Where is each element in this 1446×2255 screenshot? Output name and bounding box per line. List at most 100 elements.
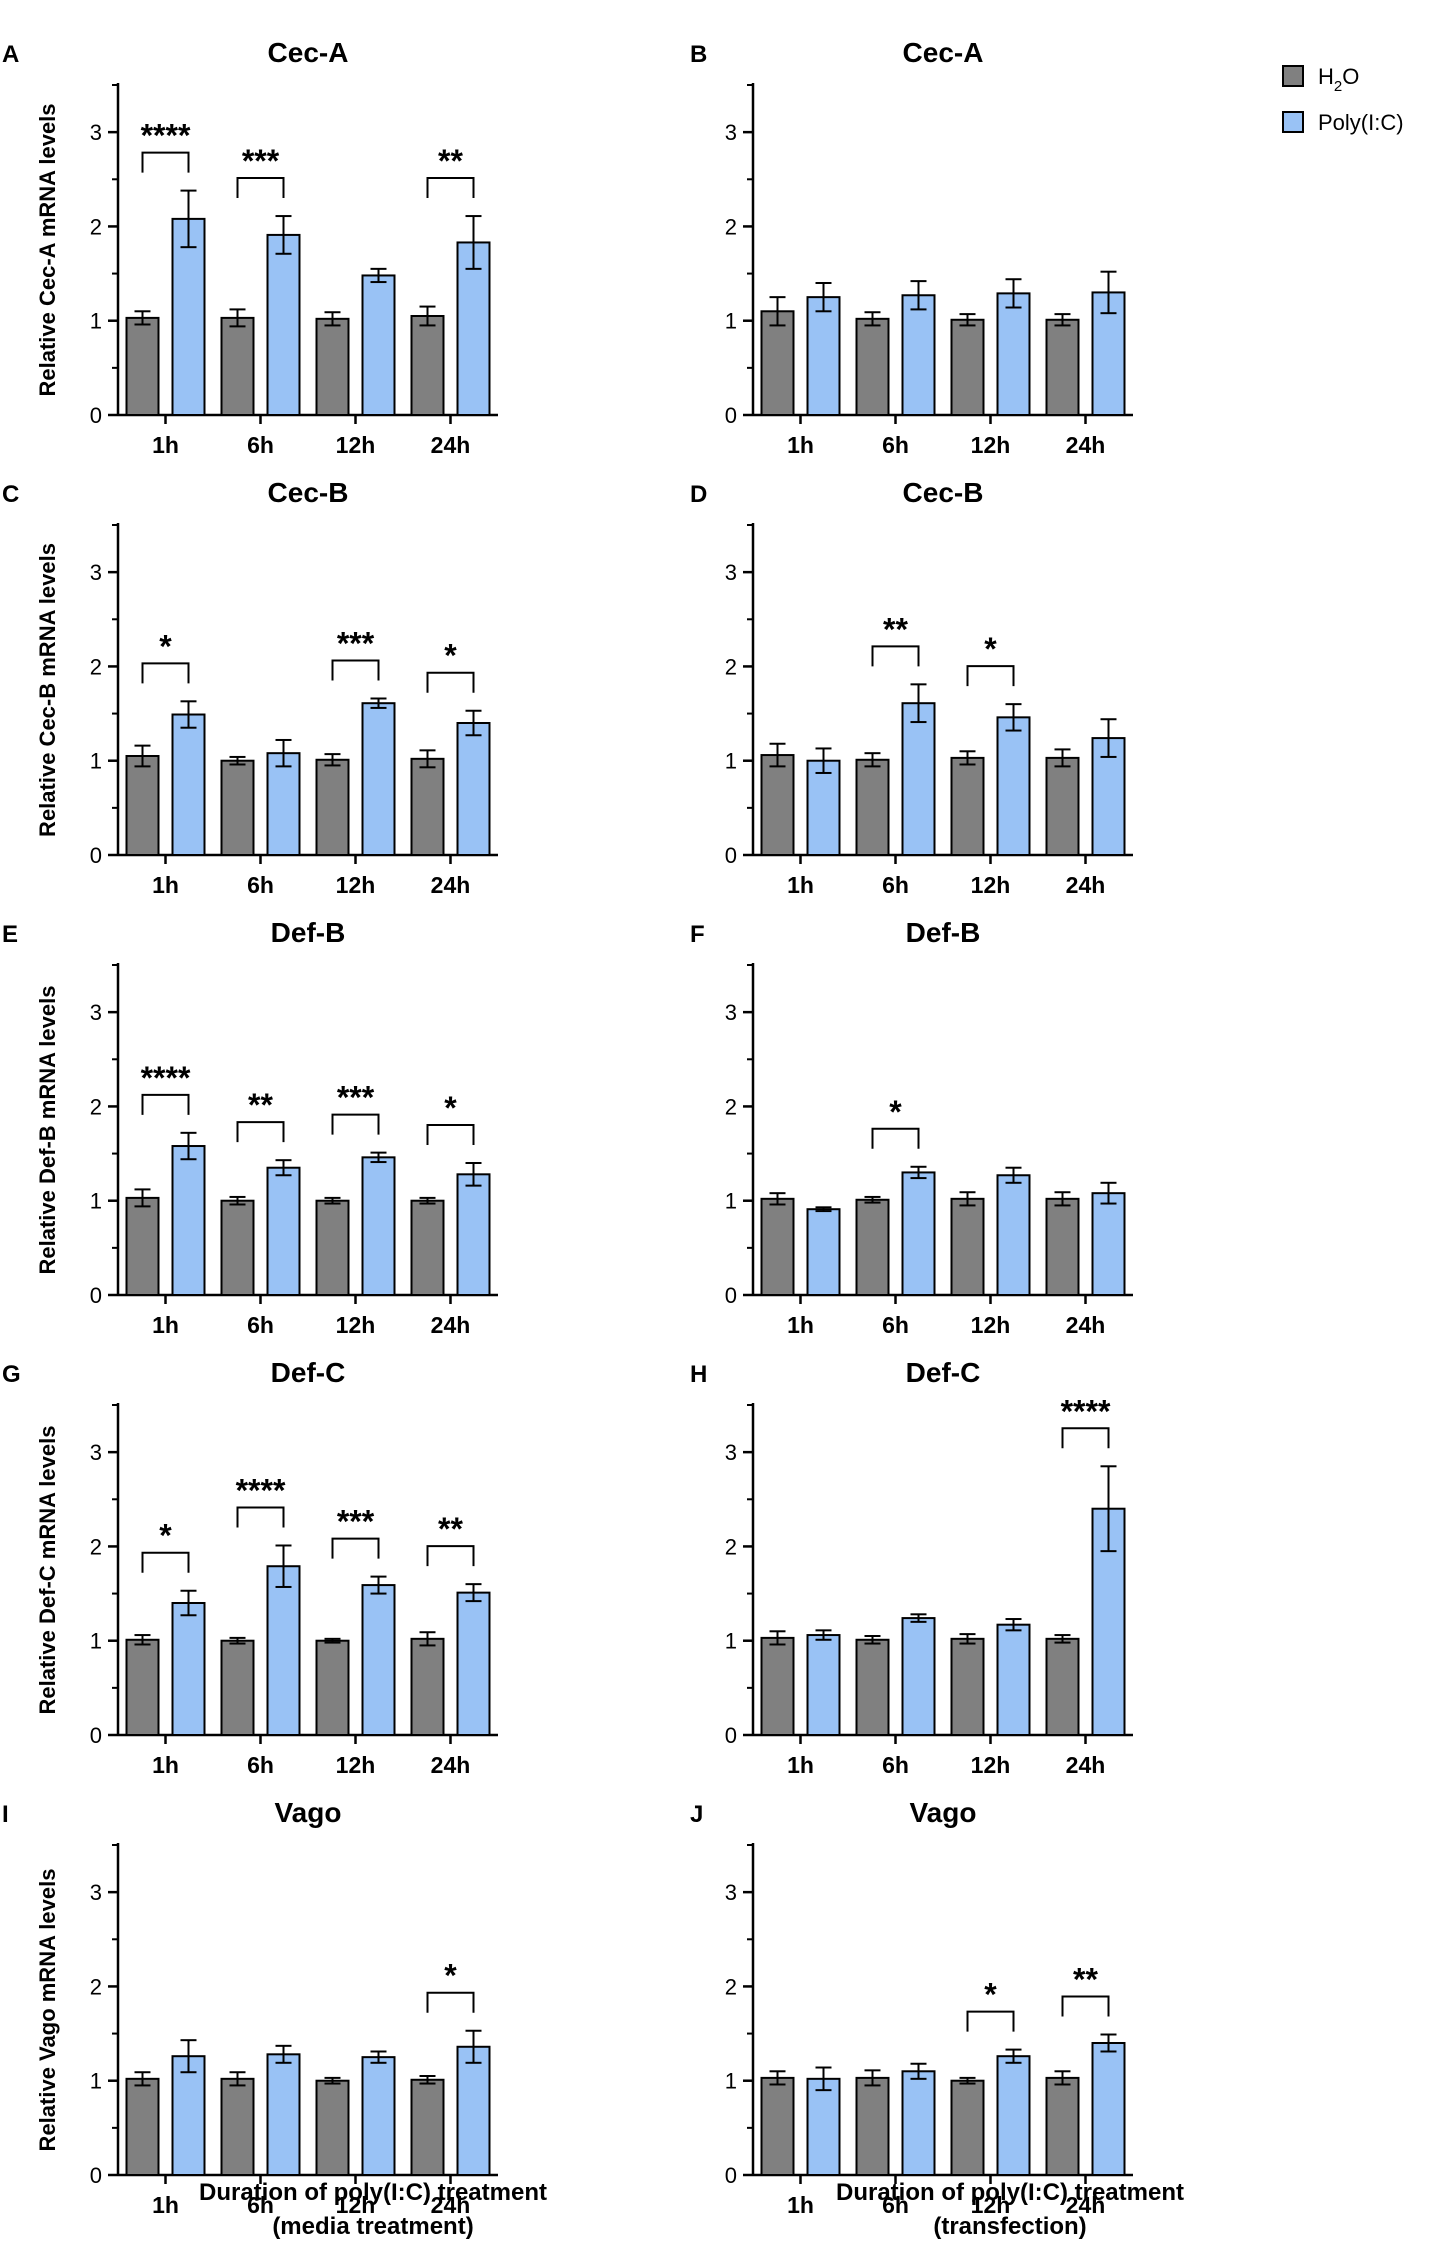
panel-f-bar-poly-24h (1091, 1192, 1126, 1296)
panel-j-x-tick-label: 24h (1066, 2192, 1106, 2218)
panel-e-x-tick-label: 12h (336, 1312, 376, 1338)
panel-d-bar-poly-12h (996, 716, 1031, 856)
panel-a-sig-bracket (236, 177, 285, 199)
panel-i-bar-poly-12h (361, 2056, 396, 2176)
panel-i-title: Vago (275, 1797, 342, 1828)
legend-label-poly: Poly(I:C) (1318, 110, 1404, 135)
panel-h-y-tick-label: 1 (725, 1629, 737, 1654)
panel-d-y-tick-label: 0 (725, 843, 737, 868)
panel-d-bar-h2o-1h (760, 754, 795, 856)
panel-i-letter: I (2, 1801, 9, 1828)
panel-a-y-label: Relative Cec-A mRNA levels (35, 103, 60, 396)
panel-d-sig-bracket (966, 665, 1015, 687)
panel-j-bar-h2o-6h (855, 2076, 890, 2177)
panel-f-y-tick-label: 3 (725, 1000, 737, 1025)
panel-e-y-tick-label: 3 (90, 1000, 102, 1025)
panel-d-x-tick-label: 6h (882, 872, 909, 898)
panel-c-sig-label: * (444, 638, 457, 674)
panel-d-bar-poly-1h (806, 759, 841, 857)
panel-g: G Def-C 0 1 2 3 Relative Def-C mRNA levels 1h 6h… (2, 1357, 498, 1778)
panel-e-letter: E (2, 921, 18, 948)
panel-f-bar-h2o-12h (950, 1197, 985, 1297)
panel-g-x-tick-label: 1h (152, 1752, 179, 1778)
panel-e: E Def-B 0 1 2 3 Relative Def-B mRNA levels 1h 6h… (2, 917, 498, 1338)
panel-a-bar-poly-12h (361, 274, 396, 417)
panel-j-bar-h2o-12h (950, 2079, 985, 2177)
legend: H2O Poly(I:C) (1282, 64, 1404, 135)
panel-d-bar-poly-6h (901, 702, 936, 857)
panel-h-bar-poly-12h (996, 1623, 1031, 1736)
panel-g-x-tick-label: 12h (336, 1752, 376, 1778)
panel-d-sig-bracket (871, 645, 920, 667)
panel-c-bar-h2o-1h (125, 755, 160, 856)
panel-i-x-tick-label: 1h (152, 2192, 179, 2218)
panel-f-x-tick-label: 1h (787, 1312, 814, 1338)
panel-f-bar-poly-1h (806, 1208, 841, 1296)
panel-c-bar-poly-6h (266, 752, 301, 857)
panel-a-x-tick-label: 6h (247, 432, 274, 458)
panel-a-sig-bracket (141, 151, 190, 173)
panel-f-x-tick-label: 24h (1066, 1312, 1106, 1338)
panel-e-sig-bracket (141, 1093, 190, 1115)
panel-g-bar-poly-1h (171, 1602, 206, 1736)
panel-e-bar-h2o-12h (315, 1199, 350, 1296)
panel-e-sig-label: *** (337, 1080, 375, 1116)
panel-g-bar-poly-24h (456, 1591, 491, 1736)
panel-g-y-tick-label: 3 (90, 1440, 102, 1465)
panel-i-bar-h2o-6h (220, 2077, 255, 2177)
panel-a-y-tick-label: 0 (90, 403, 102, 428)
panel-h-bar-h2o-24h (1045, 1637, 1080, 1737)
panel-c-sig-bracket (426, 671, 475, 693)
panel-b-y-tick-label: 0 (725, 403, 737, 428)
panel-i-y-label: Relative Vago mRNA levels (35, 1869, 60, 2152)
panel-a-sig-bracket (426, 177, 475, 199)
panel-g-x-tick-label: 6h (247, 1752, 274, 1778)
panel-e-x-tick-label: 6h (247, 1312, 274, 1338)
panel-a: A Cec-A 0 1 2 3 Relative Cec-A mRNA levels 1h 6h… (2, 37, 498, 458)
panel-b-y-tick-label: 2 (725, 214, 737, 239)
panel-b-bar-h2o-12h (950, 318, 985, 416)
panel-g-y-tick-label: 2 (90, 1534, 102, 1559)
panel-c-sig-label: *** (337, 625, 375, 661)
panel-d-sig-label: * (984, 631, 997, 667)
panel-c-y-tick-label: 3 (90, 560, 102, 585)
panel-h-title: Def-C (906, 1357, 981, 1388)
panel-d-y-tick-label: 1 (725, 749, 737, 774)
panel-j-title: Vago (910, 1797, 977, 1828)
panel-h-bar-h2o-6h (855, 1638, 890, 1737)
panel-i-y-tick-label: 3 (90, 1880, 102, 1905)
panels: A Cec-A 0 1 2 3 Relative Cec-A mRNA levels 1h 6h… (2, 37, 1133, 2218)
panel-d-bar-h2o-24h (1045, 756, 1080, 857)
panel-g-y-tick-label: 1 (90, 1629, 102, 1654)
panel-d-x-tick-label: 1h (787, 872, 814, 898)
panel-j-x-tick-label: 6h (882, 2192, 909, 2218)
panel-i-sig-label: * (444, 1958, 457, 1994)
panel-c-bar-h2o-6h (220, 759, 255, 857)
x-axis-title-right-line2: (transfection) (933, 2213, 1086, 2240)
panel-g-sig-label: **** (236, 1472, 286, 1508)
panel-a-x-tick-label: 12h (336, 432, 376, 458)
panel-i-bar-poly-24h (456, 2045, 491, 2177)
panel-f-bar-poly-12h (996, 1174, 1031, 1297)
panel-c-x-tick-label: 1h (152, 872, 179, 898)
panel-i-y-tick-label: 0 (90, 2163, 102, 2188)
panel-f-x-tick-label: 6h (882, 1312, 909, 1338)
panel-a-sig-label: **** (141, 118, 191, 154)
panel-i-bar-h2o-12h (315, 2079, 350, 2177)
panel-d-title: Cec-B (903, 477, 984, 508)
panel-i: I Vago 0 1 2 3 Relative Vago mRNA levels 1h 6h 12… (2, 1797, 498, 2218)
panel-g-bar-h2o-12h (315, 1639, 350, 1736)
panel-f-sig-bracket (871, 1127, 920, 1149)
panel-d-y-tick-label: 3 (725, 560, 737, 585)
panel-g-sig-label: * (159, 1518, 172, 1554)
panel-h-bar-poly-6h (901, 1617, 936, 1736)
panel-c-letter: C (2, 481, 19, 508)
panel-j-sig-bracket (966, 2010, 1015, 2032)
panel-g-sig-bracket (331, 1537, 380, 1559)
panel-a-bar-h2o-24h (410, 315, 445, 416)
panel-g-sig-label: *** (337, 1504, 375, 1540)
panel-i-y-tick-label: 1 (90, 2069, 102, 2094)
panel-e-y-label: Relative Def-B mRNA levels (35, 986, 60, 1275)
